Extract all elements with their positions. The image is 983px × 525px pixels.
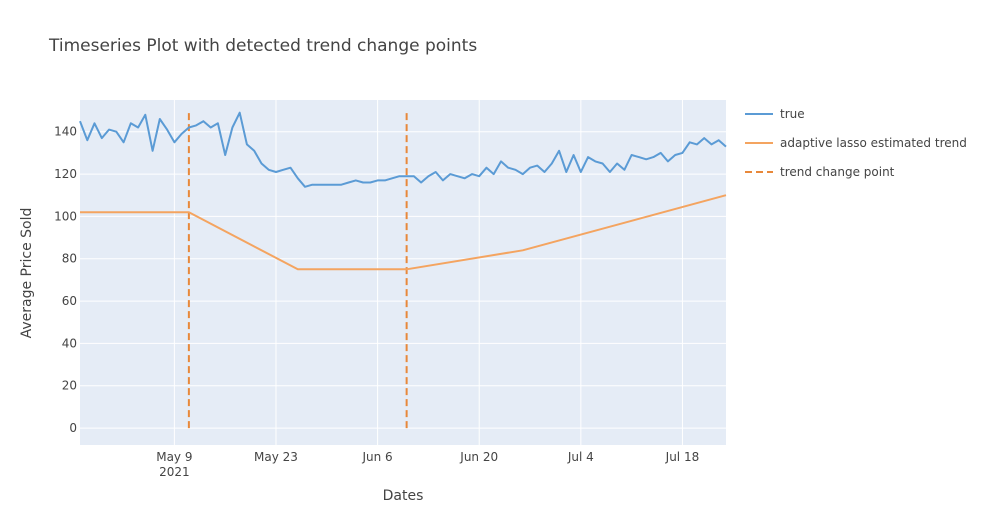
x-tick-label: May 9 xyxy=(156,450,192,464)
x-axis-title: Dates xyxy=(383,488,424,504)
y-tick-label: 40 xyxy=(62,336,77,350)
legend-label: true xyxy=(780,107,805,121)
chart-title: Timeseries Plot with detected trend chan… xyxy=(48,36,477,56)
trend-series-line xyxy=(80,194,727,271)
legend-item-trend[interactable]: adaptive lasso estimated trend xyxy=(745,136,967,150)
x-tick-label: Jul 18 xyxy=(665,450,700,464)
x-tick-label: Jun 6 xyxy=(361,450,392,464)
y-tick-label: 140 xyxy=(54,125,77,139)
legend: true adaptive lasso estimated trend trend … xyxy=(745,107,967,179)
y-tick-label: 60 xyxy=(62,294,77,308)
x-tick-year-label: 2021 xyxy=(159,465,190,479)
legend-item-true[interactable]: true xyxy=(745,107,805,121)
legend-label: trend change point xyxy=(780,165,895,179)
y-tick-label: 20 xyxy=(62,379,77,393)
true-series-line xyxy=(79,111,727,188)
x-tick-label: Jun 20 xyxy=(459,450,498,464)
y-axis-title: Average Price Sold xyxy=(19,208,35,339)
y-tick-label: 0 xyxy=(69,421,77,435)
legend-item-change-point[interactable]: trend change point xyxy=(745,165,895,179)
x-tick-label: May 23 xyxy=(254,450,298,464)
y-tick-label: 100 xyxy=(54,209,77,223)
y-tick-label: 120 xyxy=(54,167,77,181)
y-tick-label: 80 xyxy=(62,252,77,266)
plot-area xyxy=(80,100,726,445)
legend-label: adaptive lasso estimated trend xyxy=(780,136,967,150)
x-tick-label: Jul 4 xyxy=(567,450,594,464)
